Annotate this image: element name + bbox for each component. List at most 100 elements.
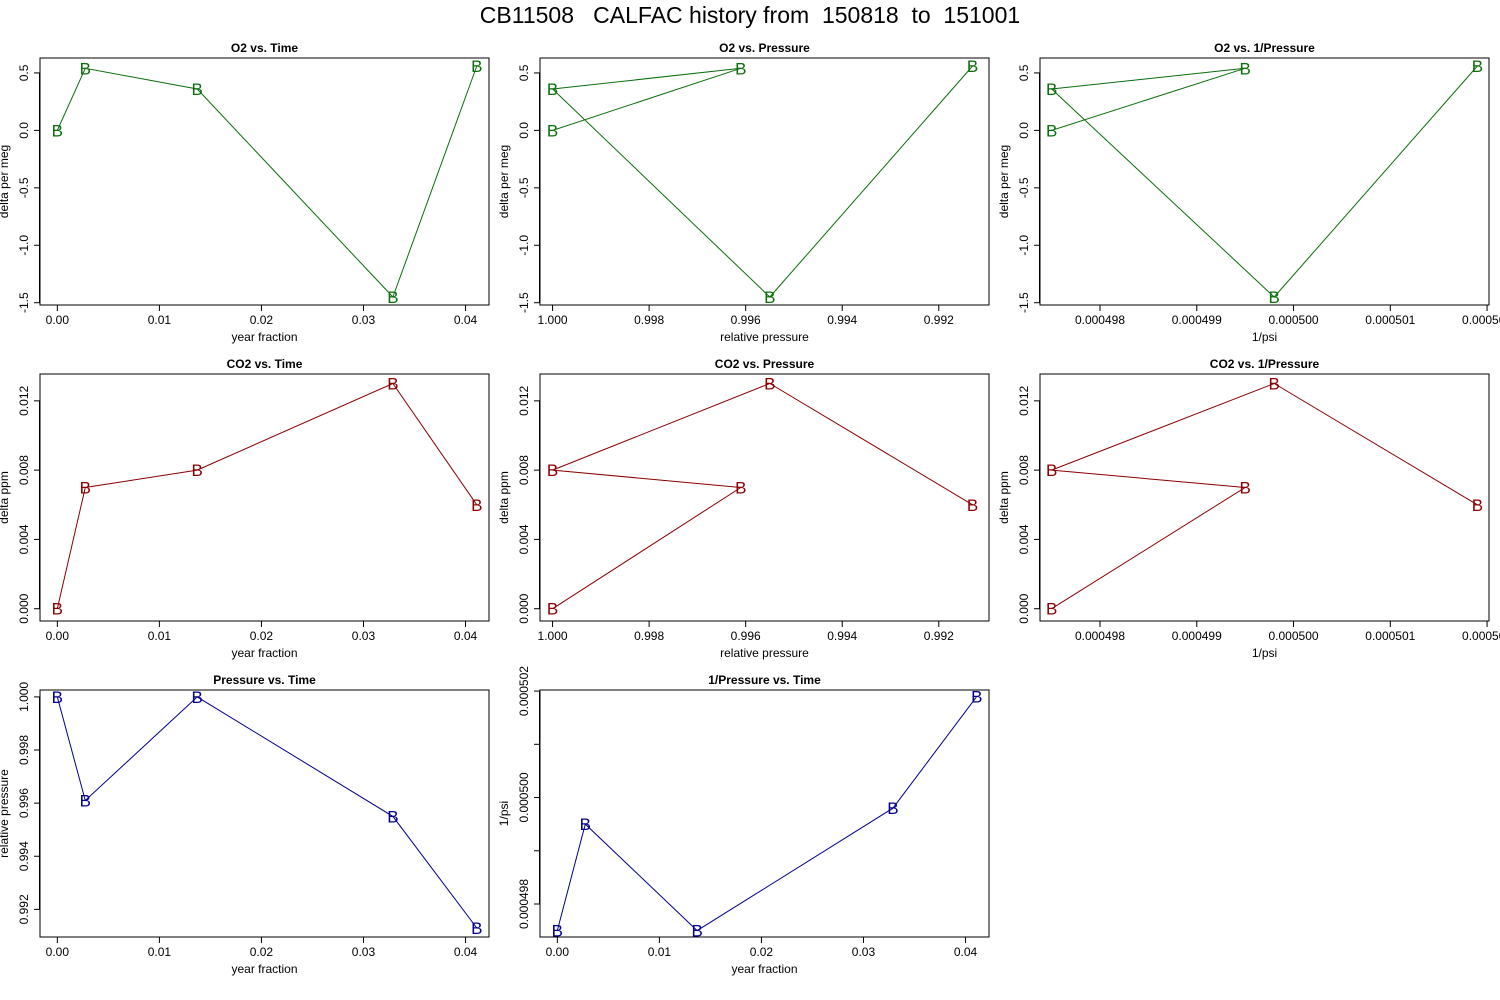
y-tick-label: 0.004 <box>1017 524 1031 554</box>
series-line <box>1051 382 1478 610</box>
data-point-marker: B <box>547 121 558 140</box>
x-tick-label: 0.02 <box>250 945 274 959</box>
x-tick-label: 0.00 <box>546 945 570 959</box>
plot-frame <box>539 57 990 306</box>
x-tick-label: 0.000499 <box>1172 313 1222 327</box>
y-tick-label: 0.008 <box>517 455 531 485</box>
x-tick-label: 0.998 <box>634 313 664 327</box>
x-tick-label: 0.998 <box>634 629 664 643</box>
y-tick-label: 0.5 <box>517 64 531 81</box>
y-tick-label: 0.000498 <box>517 879 531 929</box>
panel-title: CO2 vs. Time <box>227 357 303 371</box>
x-tick-label: 0.02 <box>750 945 774 959</box>
y-tick-label: 0.996 <box>17 788 31 818</box>
data-point-marker: B <box>52 688 63 707</box>
y-tick-label: 0.000502 <box>517 666 531 716</box>
chart-panel: CO2 vs. Pressure 1.000 0.998 0.996 0.994 0.99… <box>497 357 990 660</box>
data-point-marker: B <box>547 80 558 99</box>
x-tick-label: 0.000499 <box>1172 629 1222 643</box>
x-tick-label: 0.03 <box>852 945 876 959</box>
y-tick-label: 0.000 <box>17 593 31 623</box>
x-tick-label: 0.02 <box>250 313 274 327</box>
x-axis-label: year fraction <box>231 962 297 976</box>
data-point-marker: B <box>887 799 898 818</box>
x-axis-label: relative pressure <box>720 646 809 660</box>
data-point-marker: B <box>1239 59 1250 78</box>
data-point-marker: B <box>1046 80 1057 99</box>
x-tick-label: 0.04 <box>454 313 478 327</box>
data-point-marker: B <box>80 59 91 78</box>
y-tick-label: -1.0 <box>517 235 531 256</box>
chart-panel: O2 vs. 1/Pressure 0.000498 0.000499 0.00050… <box>997 41 1500 344</box>
y-tick-label: 0.012 <box>517 386 531 416</box>
data-point-marker: B <box>967 496 978 515</box>
data-point-marker: B <box>52 121 63 140</box>
data-point-marker: B <box>735 59 746 78</box>
y-tick-label: -0.5 <box>1017 177 1031 198</box>
data-point-marker: B <box>1269 288 1280 307</box>
plot-frame <box>1039 373 1490 622</box>
y-axis-label: relative pressure <box>0 769 11 858</box>
y-tick-label: 0.998 <box>17 735 31 765</box>
x-tick-label: 1.000 <box>538 313 568 327</box>
data-point-marker: B <box>764 375 775 394</box>
data-point-marker: B <box>1472 57 1483 76</box>
data-point-marker: B <box>580 815 591 834</box>
data-point-marker: B <box>1269 375 1280 394</box>
data-point-marker: B <box>971 687 982 706</box>
y-tick-label: 0.0 <box>1017 122 1031 139</box>
y-axis-label: delta ppm <box>0 471 11 524</box>
plot-frame <box>539 373 990 622</box>
y-tick-label: -1.0 <box>17 235 31 256</box>
series-line <box>56 382 478 609</box>
series-line <box>551 65 973 298</box>
y-tick-label: 0.008 <box>17 455 31 485</box>
x-tick-label: 0.996 <box>731 313 761 327</box>
plot-frame <box>1039 57 1490 306</box>
data-point-marker: B <box>552 922 563 941</box>
x-tick-label: 0.00 <box>46 629 70 643</box>
data-point-marker: B <box>80 791 91 810</box>
data-point-marker: B <box>1046 121 1057 140</box>
x-tick-label: 0.000502 <box>1462 629 1500 643</box>
chart-panel: O2 vs. Pressure 1.000 0.998 0.996 0.994 0.992… <box>497 41 990 344</box>
data-point-marker: B <box>52 600 63 619</box>
y-axis-label: delta ppm <box>997 471 1011 524</box>
y-tick-label: 0.004 <box>517 524 531 554</box>
chart-panel: O2 vs. Time 0.00 0.01 0.02 0.03 0.04 year frac… <box>0 41 490 344</box>
data-point-marker: B <box>735 478 746 497</box>
data-point-marker: B <box>387 807 398 826</box>
x-tick-label: 0.04 <box>954 945 978 959</box>
panel-title: O2 vs. Pressure <box>719 41 810 55</box>
x-tick-label: 0.03 <box>352 313 376 327</box>
y-tick-label: 0.012 <box>17 386 31 416</box>
data-point-marker: B <box>1046 461 1057 480</box>
data-point-marker: B <box>1472 496 1483 515</box>
data-point-marker: B <box>1239 478 1250 497</box>
y-tick-label: 0.000 <box>517 593 531 623</box>
data-point-marker: B <box>547 461 558 480</box>
chart-panel: Pressure vs. Time 0.00 0.01 0.02 0.03 0.04 yea… <box>0 673 490 976</box>
y-tick-label: 0.5 <box>17 64 31 81</box>
x-tick-label: 0.000500 <box>1268 313 1318 327</box>
y-tick-label: 0.992 <box>17 894 31 924</box>
data-point-marker: B <box>1046 600 1057 619</box>
x-tick-label: 0.00 <box>46 945 70 959</box>
data-point-marker: B <box>471 919 482 938</box>
data-point-marker: B <box>547 600 558 619</box>
y-tick-label: 0.000 <box>1017 593 1031 623</box>
x-tick-label: 0.01 <box>648 945 672 959</box>
x-tick-label: 0.00 <box>46 313 70 327</box>
data-point-marker: B <box>191 461 202 480</box>
data-point-marker: B <box>387 375 398 394</box>
x-axis-label: 1/psi <box>1252 330 1277 344</box>
y-axis-label: 1/psi <box>497 801 511 826</box>
x-tick-label: 0.03 <box>352 629 376 643</box>
x-tick-label: 0.01 <box>148 313 172 327</box>
plot-frame <box>39 57 490 306</box>
x-axis-label: 1/psi <box>1252 646 1277 660</box>
x-axis-label: relative pressure <box>720 330 809 344</box>
series-line <box>56 696 478 929</box>
chart-panel: 1/Pressure vs. Time 0.00 0.01 0.02 0.03 0.04 y… <box>497 666 990 976</box>
data-point-marker: B <box>387 288 398 307</box>
